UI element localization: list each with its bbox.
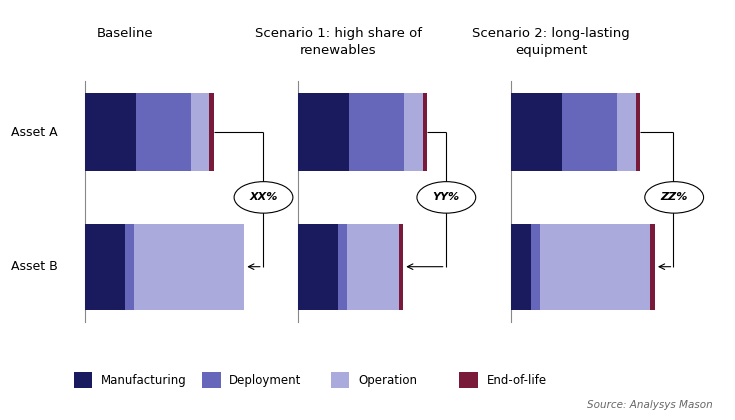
Bar	[85, 223, 125, 310]
Bar	[650, 223, 655, 310]
Ellipse shape	[234, 181, 293, 213]
Bar	[511, 93, 562, 171]
Bar	[617, 93, 636, 171]
Text: Baseline: Baseline	[96, 27, 154, 40]
Bar	[423, 93, 427, 171]
Text: Source: Analysys Mason: Source: Analysys Mason	[587, 399, 713, 409]
Text: Scenario 1: high share of
renewables: Scenario 1: high share of renewables	[254, 27, 422, 57]
Bar	[298, 93, 349, 171]
Bar	[135, 223, 244, 310]
Bar	[511, 223, 531, 310]
Bar	[202, 372, 220, 388]
Bar	[125, 223, 135, 310]
Bar	[136, 93, 191, 171]
Bar	[74, 372, 92, 388]
Text: Deployment: Deployment	[229, 374, 301, 386]
Text: End-of-life: End-of-life	[487, 374, 547, 386]
Bar	[531, 223, 540, 310]
Bar	[331, 372, 349, 388]
Bar	[338, 223, 347, 310]
Bar	[191, 93, 209, 171]
Bar	[298, 223, 338, 310]
Ellipse shape	[645, 181, 703, 213]
Bar	[540, 223, 650, 310]
Text: ZZ%: ZZ%	[661, 192, 688, 202]
Text: XX%: XX%	[249, 192, 278, 202]
Bar	[562, 93, 617, 171]
Bar	[209, 93, 214, 171]
Bar	[459, 372, 478, 388]
Text: Asset A: Asset A	[11, 126, 57, 139]
Bar	[349, 93, 404, 171]
Ellipse shape	[417, 181, 476, 213]
Bar	[636, 93, 640, 171]
Bar	[347, 223, 398, 310]
Text: YY%: YY%	[433, 192, 460, 202]
Text: Asset B: Asset B	[10, 260, 57, 273]
Bar	[85, 93, 136, 171]
Bar	[404, 93, 423, 171]
Text: Operation: Operation	[358, 374, 417, 386]
Text: Manufacturing: Manufacturing	[101, 374, 187, 386]
Bar	[398, 223, 404, 310]
Text: Scenario 2: long-lasting
equipment: Scenario 2: long-lasting equipment	[473, 27, 630, 57]
